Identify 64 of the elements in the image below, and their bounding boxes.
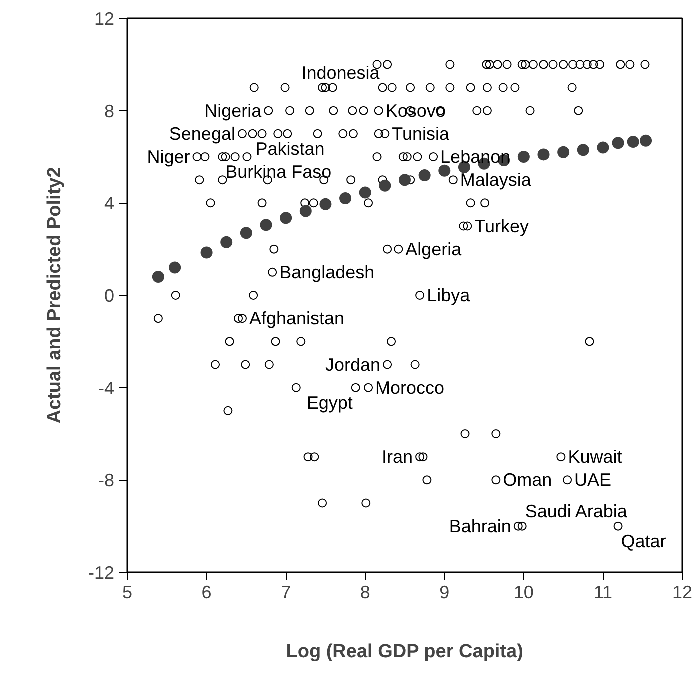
annotation: Kuwait [568, 447, 622, 468]
annotation: Qatar [621, 531, 666, 552]
annotation: Bahrain [449, 516, 512, 536]
annotation: Indonesia [302, 62, 381, 83]
x-tick-label: 9 [440, 582, 450, 602]
point [418, 169, 431, 182]
point [379, 180, 392, 192]
annotation: Lebanon [440, 147, 511, 167]
annotation: Senegal [169, 124, 236, 144]
x-axis-title: Log (Real GDP per Capita) [286, 642, 524, 662]
annotation: UAE [574, 470, 612, 490]
annotation: Bangladesh [280, 262, 375, 282]
point [558, 146, 570, 158]
point [300, 205, 312, 218]
y-tick-label: -4 [98, 378, 115, 398]
x-tick-label: 11 [594, 582, 613, 602]
point [320, 198, 332, 210]
point [200, 246, 213, 259]
x-tick-label: 6 [202, 582, 212, 602]
x-tick-label: 12 [672, 582, 693, 602]
annotation: Libya [427, 286, 472, 306]
point [220, 236, 233, 248]
annotation: Oman [503, 470, 552, 490]
point [577, 144, 590, 156]
annotation: Afghanistan [249, 308, 345, 329]
point [152, 271, 164, 284]
point [597, 142, 610, 154]
y-tick-label: 8 [104, 101, 115, 122]
point [399, 174, 411, 186]
annotation: Iran [382, 447, 414, 468]
x-tick-label: 7 [281, 582, 292, 602]
point [240, 227, 252, 240]
y-tick-label: -12 [88, 563, 114, 583]
point [518, 151, 530, 163]
point [359, 186, 372, 199]
annotation: Burkina Faso [226, 162, 332, 182]
annotation: Tunisia [392, 124, 451, 144]
point [612, 137, 624, 150]
y-tick-label: 4 [104, 194, 115, 214]
point [340, 192, 352, 205]
point [169, 262, 182, 274]
annotation: Egypt [306, 392, 353, 413]
point [640, 134, 652, 147]
point [538, 148, 550, 161]
annotation: Turkey [474, 216, 529, 236]
y-axis-title: Actual and Predicted Polity2 [44, 167, 66, 424]
annotation: Niger [147, 147, 190, 167]
x-tick-label: 5 [122, 582, 133, 602]
annotation: Morocco [376, 378, 445, 398]
point [438, 164, 451, 177]
point [260, 219, 272, 232]
y-tick-label: 0 [104, 286, 115, 306]
point [627, 136, 640, 148]
annotation: Nigeria [204, 100, 263, 121]
annotation: Malaysia [460, 170, 532, 190]
annotation: Jordan [326, 354, 381, 375]
y-tick-label: -8 [98, 470, 115, 491]
y-tick-label: 12 [94, 9, 115, 29]
annotation: Saudi Arabia [525, 501, 628, 522]
annotation: Pakistan [256, 138, 325, 159]
x-tick-label: 10 [514, 582, 534, 602]
point [280, 212, 292, 224]
x-tick-label: 8 [360, 582, 370, 602]
annotation: Algeria [406, 239, 463, 260]
